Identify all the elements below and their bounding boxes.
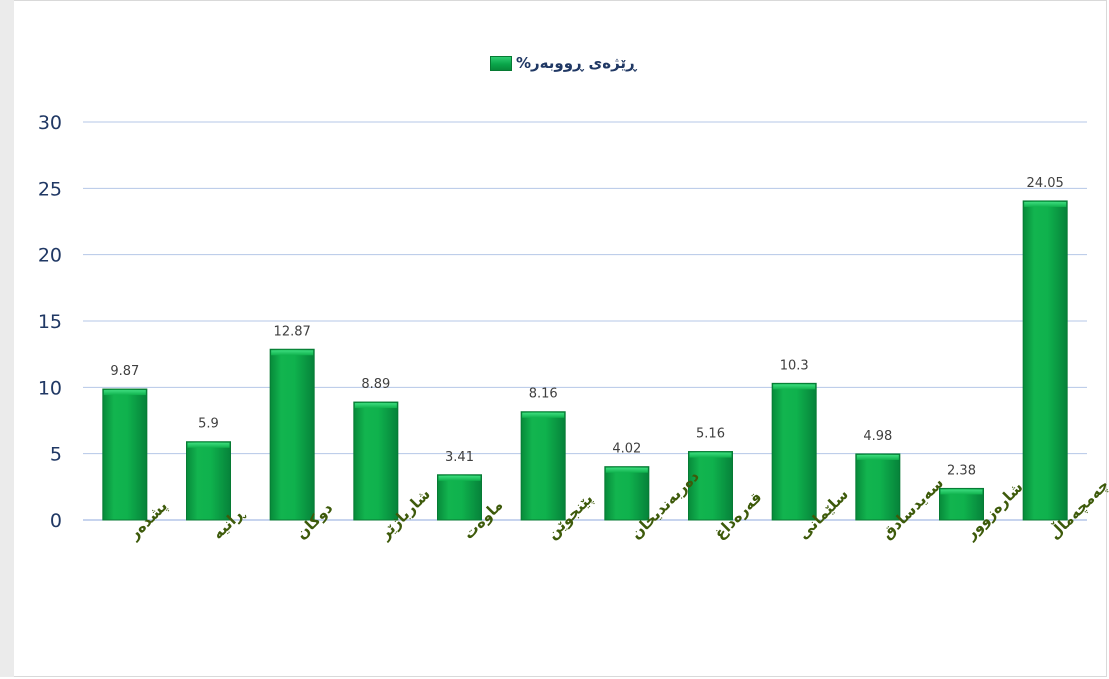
bar-highlight (354, 403, 397, 409)
bar (604, 466, 650, 521)
data-label: 8.89 (361, 377, 390, 392)
bar (771, 382, 817, 521)
data-label: 5.16 (696, 427, 725, 442)
bar-rect (771, 382, 817, 521)
chart-legend: ڕێژەی ڕووبەر% (490, 54, 636, 72)
bar (855, 453, 901, 521)
bar-highlight (605, 467, 648, 473)
y-axis-ticks: 0 5 10 15 20 25 30 (38, 112, 62, 532)
bar-highlight (522, 412, 565, 418)
data-label: 24.05 (1027, 176, 1064, 191)
bar-rect (855, 453, 901, 521)
bar-highlight (103, 390, 146, 396)
bar (102, 388, 148, 521)
bar-rect (353, 401, 399, 521)
y-tick-label: 25 (38, 178, 62, 200)
bar-highlight (940, 489, 983, 495)
gridlines (83, 121, 1087, 521)
y-tick-label: 15 (38, 311, 62, 333)
bar-rect (437, 474, 482, 521)
data-labels: 9.87 5.9 12.87 8.89 3.41 8.16 4.02 5.16 10.3 4.98… (110, 176, 1063, 478)
bar-rect (1022, 200, 1068, 521)
data-label: 8.16 (529, 387, 558, 402)
bar-highlight (438, 475, 481, 481)
y-tick-label: 20 (38, 245, 62, 267)
y-tick-label: 0 (50, 510, 62, 532)
bar (939, 487, 984, 521)
data-label: 9.87 (110, 364, 139, 379)
bar-rect (688, 451, 733, 521)
y-tick-label: 30 (38, 112, 62, 134)
bar-highlight (187, 442, 230, 448)
data-label: 3.41 (445, 450, 474, 465)
data-label: 4.02 (612, 442, 641, 457)
bar (353, 401, 399, 521)
legend-swatch (490, 55, 512, 71)
bars (102, 200, 1068, 521)
bar (269, 348, 315, 521)
left-border-strip (0, 0, 14, 677)
bar-highlight (271, 350, 314, 356)
data-label: 4.98 (863, 429, 892, 444)
data-label: 10.3 (780, 358, 809, 373)
bar-rect (269, 348, 315, 521)
bar-highlight (1024, 201, 1067, 207)
y-tick-label: 10 (38, 377, 62, 399)
bar-highlight (773, 384, 816, 390)
data-label: 2.38 (947, 463, 976, 478)
bar (437, 474, 482, 521)
bar (1022, 200, 1068, 521)
bar-rect (520, 411, 566, 521)
bar-rect (186, 441, 231, 521)
bar-rect (604, 466, 650, 521)
y-tick-label: 5 (50, 444, 62, 466)
legend-label: ڕێژەی ڕووبەر% (516, 54, 637, 72)
data-label: 12.87 (274, 324, 311, 339)
bar (186, 441, 231, 521)
bar (520, 411, 566, 521)
bar (688, 451, 733, 521)
bar-rect (102, 388, 148, 521)
bar-highlight (856, 454, 899, 460)
bar-highlight (689, 452, 732, 458)
data-label: 5.9 (198, 417, 219, 432)
